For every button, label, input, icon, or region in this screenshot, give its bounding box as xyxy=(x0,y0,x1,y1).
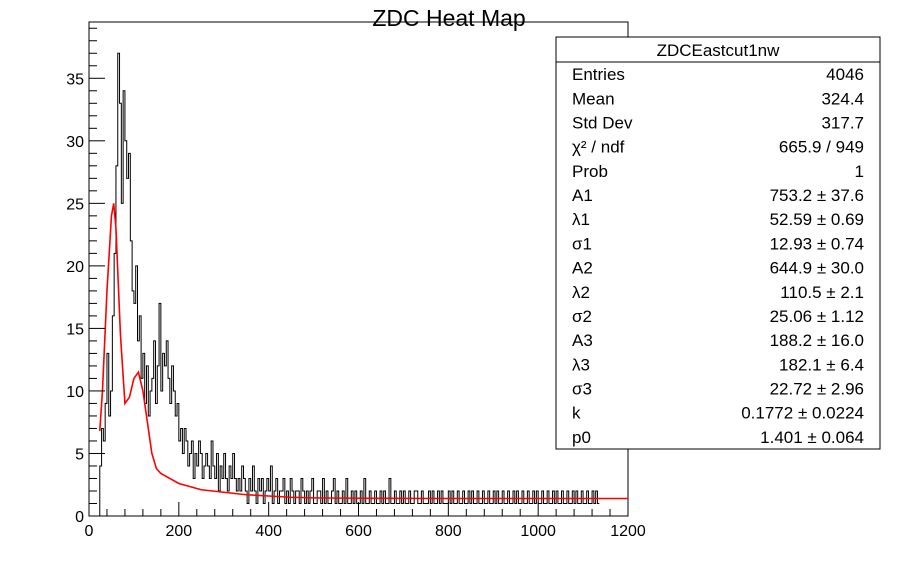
y-tick-label: 25 xyxy=(66,196,84,213)
stats-row-value: 753.2 ± 37.6 xyxy=(770,186,864,205)
stats-row-label: Mean xyxy=(572,89,615,108)
stats-row-value: 25.06 ± 1.12 xyxy=(770,307,864,326)
stats-row-label: λ2 xyxy=(572,283,590,302)
stats-row-label: p0 xyxy=(572,428,591,447)
stats-row-value: 22.72 ± 2.96 xyxy=(770,380,864,399)
y-tick-label: 0 xyxy=(75,509,84,526)
chart-title: ZDC Heat Map xyxy=(372,5,525,31)
stats-box-frame xyxy=(555,36,881,450)
plot-frame xyxy=(88,21,629,517)
stats-box-title: ZDCEastcut1nw xyxy=(657,41,781,60)
y-tick-label: 35 xyxy=(66,71,84,88)
stats-row-label: Prob xyxy=(572,162,608,181)
stats-row-label: A2 xyxy=(572,259,593,278)
stats-row-label: A3 xyxy=(572,331,593,350)
stats-row-value: 52.59 ± 0.69 xyxy=(770,210,864,229)
axes: 0 200 400 600 800 1000 1200 0 5 10 15 20 25 30 35 xyxy=(66,27,646,540)
stats-row-value: 188.2 ± 16.0 xyxy=(770,331,864,350)
histogram-line xyxy=(99,52,600,516)
stats-row-value: 0.1772 ± 0.0224 xyxy=(741,404,864,423)
stats-row-value: 12.93 ± 0.74 xyxy=(770,234,864,253)
x-tick-label: 1000 xyxy=(520,523,556,540)
stats-row-label: σ1 xyxy=(572,234,592,253)
y-tick-label: 10 xyxy=(66,384,84,401)
x-tick-label: 200 xyxy=(165,523,192,540)
stats-row-value: 665.9 / 949 xyxy=(779,138,864,157)
x-tick-label: 800 xyxy=(435,523,462,540)
stats-row-value: 4046 xyxy=(826,65,864,84)
stats-row-label: Std Dev xyxy=(572,113,633,132)
stats-row-label: Entries xyxy=(572,65,625,84)
stats-row-value: 1 xyxy=(855,162,864,181)
y-tick-label: 30 xyxy=(66,134,84,151)
stats-row-label: k xyxy=(572,404,581,423)
y-tick-label: 20 xyxy=(66,259,84,276)
fit-curve-layer xyxy=(98,203,628,500)
stats-row-value: 324.4 xyxy=(821,89,864,108)
y-tick-label: 5 xyxy=(75,446,84,463)
stats-row-label: A1 xyxy=(572,186,593,205)
stats-row-label: λ1 xyxy=(572,210,590,229)
fit-curve xyxy=(98,203,628,500)
stats-row-value: 644.9 ± 30.0 xyxy=(770,259,864,278)
x-tick-label: 600 xyxy=(345,523,372,540)
stats-row-label: σ3 xyxy=(572,380,592,399)
stats-row-label: λ3 xyxy=(572,355,590,374)
histogram xyxy=(99,52,600,516)
x-tick-label: 1200 xyxy=(610,523,646,540)
stats-row-label: χ² / ndf xyxy=(572,138,625,157)
x-tick-label: 400 xyxy=(255,523,282,540)
stats-row-value: 317.7 xyxy=(821,113,864,132)
y-tick-label: 15 xyxy=(66,321,84,338)
stats-row-value: 110.5 ± 2.1 xyxy=(780,283,864,302)
stats-row-value: 1.401 ± 0.064 xyxy=(760,428,864,447)
stats-row-label: σ2 xyxy=(572,307,592,326)
x-tick-label: 0 xyxy=(85,523,94,540)
stats-row-value: 182.1 ± 6.4 xyxy=(779,355,864,374)
stats-box: ZDCEastcut1nw Entries 4046 Mean 324.4 Std Dev… xyxy=(555,36,881,450)
